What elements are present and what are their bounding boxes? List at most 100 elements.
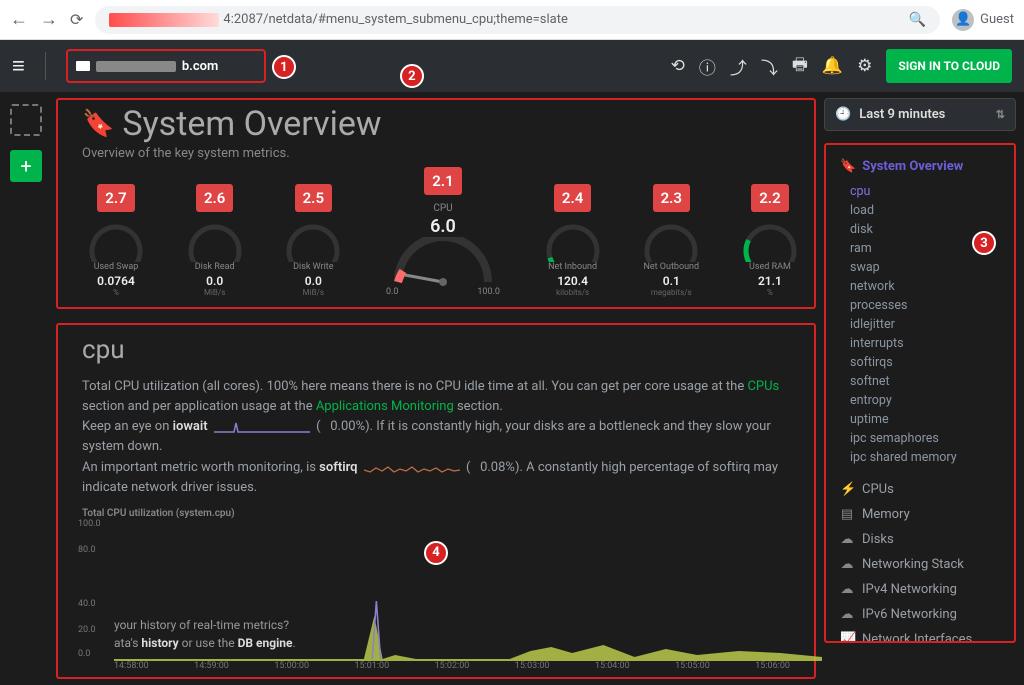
chart-overlay-text: your history of real-time metrics? ata's…	[114, 616, 296, 652]
time-range-label: Last 9 minutes	[859, 107, 945, 122]
sidebar-item-entropy[interactable]: entropy	[840, 391, 1000, 410]
chip: 2.5	[295, 184, 332, 212]
gauge-value: 0.0	[181, 274, 249, 288]
gauge-diskread[interactable]: 2.6 Disk Read 0.0 MiB/s	[181, 184, 249, 297]
sidebar-item-cpu[interactable]: cpu	[840, 182, 1000, 201]
sidebar-item-softirqs[interactable]: softirqs	[840, 353, 1000, 372]
browser-chrome: ← → ⟳ 4:2087/netdata/#menu_system_submen…	[0, 0, 1024, 40]
annotation-badge-1: 1	[272, 55, 296, 79]
add-node-button[interactable]: +	[10, 150, 42, 182]
back-icon[interactable]: ←	[10, 9, 28, 30]
sidebar-cat-network-interfaces[interactable]: 📈Network Interfaces	[840, 627, 1000, 643]
sidebar-item-swap[interactable]: swap	[840, 258, 1000, 277]
category-icon: ☁	[840, 557, 854, 572]
bookmark-icon: 🔖	[82, 109, 114, 139]
chip: 2.7	[97, 184, 134, 212]
help-icon[interactable]: ⓘ	[699, 54, 716, 79]
gauge-netin[interactable]: 2.4 Net Inbound 120.4 kilobits/s	[539, 184, 607, 297]
sidebar-item-ipc-semaphores[interactable]: ipc semaphores	[840, 429, 1000, 448]
sidebar-item-interrupts[interactable]: interrupts	[840, 334, 1000, 353]
app-bar: ≡ b.com 1 2 ⟲ ⓘ ⤴ ⤵ 🖶 🔔 ⚙ SIGN IN TO CLO…	[0, 40, 1024, 92]
reload-icon[interactable]: ⟳	[70, 10, 83, 29]
sidebar-cat-cpus[interactable]: ⚡CPUs	[840, 477, 1000, 502]
sidebar-item-network[interactable]: network	[840, 277, 1000, 296]
x-axis-labels: 14:58:0014:59:0015:00:0015:01:0015:02:00…	[114, 661, 790, 671]
host-icon	[76, 61, 90, 71]
chevron-updown-icon: ⇅	[996, 108, 1005, 121]
gauge-unit: megabits/s	[637, 288, 705, 297]
zoom-icon[interactable]: 🔍	[909, 12, 926, 28]
sidebar-item-uptime[interactable]: uptime	[840, 410, 1000, 429]
guest-label: Guest	[980, 12, 1014, 27]
bell-icon[interactable]: 🔔	[822, 56, 843, 76]
gauge-unit: MiB/s	[181, 288, 249, 297]
category-icon: 📈	[840, 632, 854, 643]
sidebar-item-ipc-shared-memory[interactable]: ipc shared memory	[840, 448, 1000, 467]
left-rail: +	[0, 92, 52, 685]
bookmark-icon: 🔖	[840, 159, 856, 174]
download-icon[interactable]: ⤵	[761, 54, 778, 79]
forward-icon[interactable]: →	[40, 9, 58, 30]
apps-link[interactable]: Applications Monitoring	[316, 399, 454, 414]
time-range-picker[interactable]: 🕘 Last 9 minutes ⇅	[824, 98, 1016, 131]
menu-section-header[interactable]: 🔖 System Overview	[840, 159, 1000, 174]
gauge-label: Used Swap	[82, 262, 150, 272]
cpus-link[interactable]: CPUs	[747, 379, 779, 394]
node-placeholder[interactable]	[10, 104, 42, 136]
refresh-icon[interactable]: ⟲	[671, 56, 685, 76]
url-text: 4:2087/netdata/#menu_system_submenu_cpu;…	[223, 12, 567, 27]
sidebar-item-processes[interactable]: processes	[840, 296, 1000, 315]
gauge-max: 100.0	[477, 287, 500, 297]
gauge-value: 21.1	[736, 274, 804, 288]
sign-in-cloud-button[interactable]: SIGN IN TO CLOUD	[886, 49, 1012, 83]
gauge-value: 0.0	[279, 274, 347, 288]
sidebar-cat-ipv6-networking[interactable]: ☁IPv6 Networking	[840, 602, 1000, 627]
gauge-min: 0.0	[386, 287, 399, 297]
annotation-badge-3: 3	[972, 231, 996, 255]
gauge-usedram[interactable]: 2.2 Used RAM 21.1 %	[736, 184, 804, 297]
chip: 2.6	[196, 184, 233, 212]
gauge-label: CPU	[378, 203, 508, 214]
gear-icon[interactable]: ⚙	[857, 56, 872, 76]
gauge-cpu[interactable]: 2.1 CPU 6.0 0.0 100.0	[378, 167, 508, 297]
sidebar-item-load[interactable]: load	[840, 201, 1000, 220]
chip: 2.3	[653, 184, 690, 212]
sidebar-item-idlejitter[interactable]: idlejitter	[840, 315, 1000, 334]
gauge-unit: kilobits/s	[539, 288, 607, 297]
cpu-chart[interactable]: 100.0 80.0 40.0 20.0 0.0 your history of…	[82, 521, 790, 671]
sidebar-cat-memory[interactable]: ▤Memory	[840, 502, 1000, 527]
cpu-description: Total CPU utilization (all cores). 100% …	[82, 377, 790, 498]
avatar-icon: 👤	[952, 9, 974, 31]
chart-title: Total CPU utilization (system.cpu)	[82, 508, 790, 519]
gauge-unit: %	[736, 288, 804, 297]
gauge-value: 6.0	[378, 216, 508, 237]
gauge-value: 120.4	[539, 274, 607, 288]
annotation-badge-4: 4	[424, 541, 448, 565]
gauge-label: Net Inbound	[539, 262, 607, 272]
guest-badge[interactable]: 👤 Guest	[952, 9, 1014, 31]
overview-panel: 🔖 System Overview Overview of the key sy…	[56, 98, 816, 309]
host-suffix: b.com	[182, 59, 218, 74]
sidebar-item-softnet[interactable]: softnet	[840, 372, 1000, 391]
gauge-label: Net Outbound	[637, 262, 705, 272]
upload-icon[interactable]: ⤴	[730, 54, 747, 79]
host-selector[interactable]: b.com 1	[66, 49, 266, 83]
gauge-value: 0.1	[637, 274, 705, 288]
gauge-value: 0.0764	[82, 274, 150, 288]
print-icon[interactable]: 🖶	[792, 52, 808, 81]
gauge-usedswap[interactable]: 2.7 Used Swap 0.0764 %	[82, 184, 150, 297]
iowait-sparkline	[214, 420, 310, 433]
page-title: System Overview	[122, 104, 381, 144]
gauge-diskwrite[interactable]: 2.5 Disk Write 0.0 MiB/s	[279, 184, 347, 297]
sidebar-cat-ipv4-networking[interactable]: ☁IPv4 Networking	[840, 577, 1000, 602]
sidebar-cat-networking-stack[interactable]: ☁Networking Stack	[840, 552, 1000, 577]
gauge-netout[interactable]: 2.3 Net Outbound 0.1 megabits/s	[637, 184, 705, 297]
host-redacted	[96, 61, 176, 72]
sidebar-cat-disks[interactable]: ☁Disks	[840, 527, 1000, 552]
menu-icon[interactable]: ≡	[12, 53, 25, 79]
url-bar[interactable]: 4:2087/netdata/#menu_system_submenu_cpu;…	[95, 6, 940, 34]
category-icon: ☁	[840, 607, 854, 622]
category-icon: ☁	[840, 582, 854, 597]
gauge-label: Used RAM	[736, 262, 804, 272]
chip: 2.4	[554, 184, 591, 212]
